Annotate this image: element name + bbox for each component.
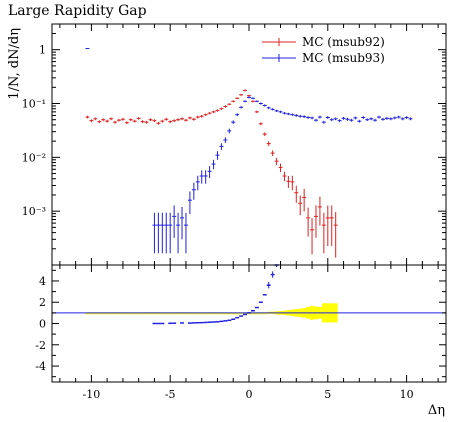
x-tick-label: -10	[83, 388, 101, 401]
x-tick-label: -5	[165, 388, 176, 401]
y-tick-label: 10⁻¹	[22, 98, 46, 111]
x-tick-label: 0	[246, 388, 253, 401]
x-axis-label: Δη	[428, 403, 445, 418]
chart-legend: MC (msub92) MC (msub93)	[262, 35, 385, 65]
legend-label: MC (msub92)	[302, 35, 385, 49]
x-tick-label: 10	[400, 388, 414, 401]
series-1	[85, 89, 338, 258]
y-axis-label: 1/N, dN/dη	[7, 28, 22, 100]
main-frame	[51, 23, 447, 266]
ratio-y-tick-label: 0	[39, 318, 46, 331]
ratio-y-tick-label: -2	[35, 339, 46, 352]
y-tick-label: 1	[39, 44, 46, 57]
chart-marks	[52, 48, 446, 325]
chart-axes: -10 -5 0 5 10 1 10⁻¹ 10⁻² 10⁻³ 4 2 0 -2 -4	[22, 23, 447, 401]
chart-title: Large Rapidity Gap	[8, 3, 147, 19]
legend-label: MC (msub93)	[302, 51, 385, 65]
series-2	[85, 48, 413, 254]
x-tick-label: 5	[324, 388, 331, 401]
ratio-y-tick-label: -4	[35, 360, 46, 373]
ratio-points	[152, 264, 279, 325]
ratio-y-tick-label: 4	[39, 275, 46, 288]
y-tick-label: 10⁻²	[22, 151, 46, 164]
ratio-y-tick-label: 2	[39, 296, 46, 309]
y-tick-label: 10⁻³	[22, 205, 46, 218]
ratio-frame	[51, 264, 447, 383]
